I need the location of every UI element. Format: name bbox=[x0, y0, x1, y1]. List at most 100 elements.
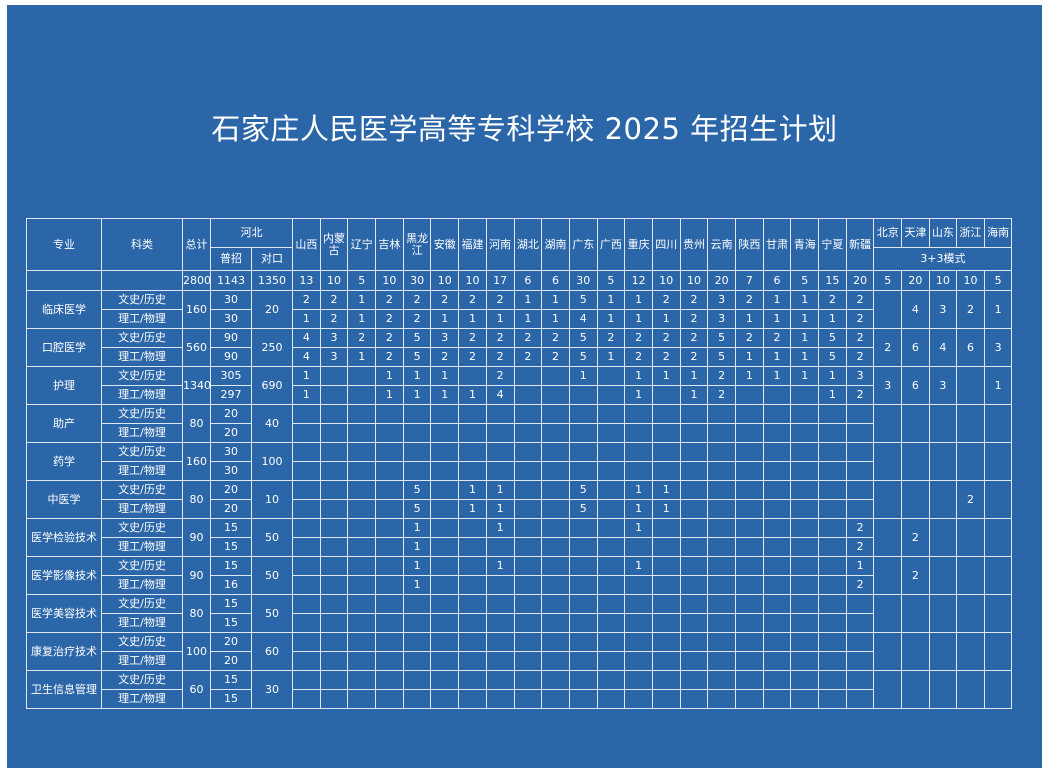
province-cell bbox=[762, 518, 792, 538]
province-total: 30 bbox=[568, 270, 598, 291]
province-33-cell bbox=[956, 518, 985, 557]
table-row: 临床医学 文史/历史 160 30 20 2 2 1 2 2 2 2 2 1 1 5 1 1 2 2 3 2 1 1 2 2 4 3 2… bbox=[26, 290, 1013, 329]
hebei-general-cell: 15 bbox=[210, 518, 252, 538]
province-cell bbox=[319, 423, 349, 443]
province-cell bbox=[485, 575, 515, 595]
province-cell bbox=[624, 442, 653, 462]
province-cell bbox=[707, 404, 736, 424]
province-cell bbox=[319, 499, 349, 519]
province-cell: 5 bbox=[568, 499, 598, 519]
province-33-cell: 4 bbox=[928, 328, 958, 367]
province-cell bbox=[735, 651, 764, 671]
hebei-general-cell: 15 bbox=[210, 613, 252, 633]
hebei-counterpart-cell: 250 bbox=[251, 328, 293, 367]
province-cell bbox=[430, 423, 460, 443]
province-header: 山西 bbox=[292, 218, 321, 271]
province-33-cell bbox=[873, 632, 903, 671]
hebei-counterpart-total: 1350 bbox=[251, 270, 293, 291]
hebei-general-cell: 15 bbox=[210, 689, 252, 709]
province-cell bbox=[513, 537, 543, 557]
province-cell bbox=[596, 575, 626, 595]
table-row: 医学检验技术 文史/历史 90 15 50 1 1 1 2 2 bbox=[26, 518, 1013, 557]
province-cell bbox=[707, 480, 736, 500]
province-cell: 1 bbox=[596, 309, 626, 329]
province-cell: 1 bbox=[624, 556, 653, 576]
table-row: 理工/物理 20 bbox=[27, 423, 1012, 443]
province-cell bbox=[679, 689, 709, 709]
province-cell bbox=[679, 613, 709, 633]
province-cell bbox=[541, 575, 570, 595]
province-cell bbox=[679, 632, 709, 652]
province-cell: 1 bbox=[485, 499, 515, 519]
province-total: 17 bbox=[485, 270, 515, 291]
province-cell bbox=[707, 499, 736, 519]
province-cell bbox=[292, 518, 321, 538]
province-cell bbox=[292, 689, 321, 709]
province-cell bbox=[707, 461, 736, 481]
province-cell bbox=[458, 613, 487, 633]
province-cell bbox=[513, 632, 543, 652]
province-cell: 2 bbox=[485, 328, 515, 348]
province-cell: 2 bbox=[513, 328, 543, 348]
province-cell bbox=[375, 537, 404, 557]
province-cell bbox=[513, 404, 543, 424]
province-cell bbox=[319, 556, 349, 576]
province-cell bbox=[402, 461, 432, 481]
province-cell: 2 bbox=[624, 328, 653, 348]
table-row: 理工/物理 30 bbox=[27, 461, 1012, 481]
table-row: 理工/物理 90 4 3 1 2 5 2 2 2 2 2 5 1 2 2 2 5 1 1 1 5 2 bbox=[27, 347, 1012, 367]
province-cell: 2 bbox=[735, 290, 764, 310]
province-33-header: 海南 bbox=[983, 218, 1013, 248]
province-cell: 1 bbox=[458, 480, 487, 500]
province-cell bbox=[375, 575, 404, 595]
province-cell bbox=[845, 480, 875, 500]
province-cell bbox=[513, 689, 543, 709]
province-total: 7 bbox=[735, 270, 764, 291]
province-33-cell: 2 bbox=[901, 556, 930, 595]
province-cell: 1 bbox=[735, 309, 764, 329]
province-cell: 1 bbox=[679, 385, 709, 405]
hebei-counterpart-cell: 20 bbox=[251, 290, 293, 329]
province-cell bbox=[458, 404, 487, 424]
province-cell: 1 bbox=[735, 366, 764, 386]
province-cell bbox=[707, 537, 736, 557]
province-cell bbox=[292, 461, 321, 481]
major-name: 康复治疗技术 bbox=[26, 632, 102, 671]
province-cell bbox=[292, 556, 321, 576]
hebei-counterpart-cell: 60 bbox=[251, 632, 293, 671]
province-33-header: 北京 bbox=[873, 218, 903, 248]
major-total: 160 bbox=[182, 442, 211, 481]
province-cell bbox=[541, 518, 570, 538]
province-cell bbox=[430, 689, 460, 709]
province-cell bbox=[596, 385, 626, 405]
province-cell: 1 bbox=[818, 366, 847, 386]
province-cell bbox=[651, 385, 681, 405]
province-cell bbox=[679, 461, 709, 481]
province-33-cell bbox=[956, 594, 985, 633]
province-cell: 4 bbox=[292, 347, 321, 367]
province-cell: 1 bbox=[651, 480, 681, 500]
province-33-total: 5 bbox=[983, 270, 1013, 291]
major-name: 卫生信息管理 bbox=[26, 670, 102, 709]
province-33-cell: 2 bbox=[956, 480, 985, 519]
province-cell bbox=[735, 670, 764, 690]
province-cell bbox=[292, 632, 321, 652]
province-cell bbox=[319, 537, 349, 557]
province-cell bbox=[513, 499, 543, 519]
province-cell: 1 bbox=[458, 499, 487, 519]
subject-cell: 理工/物理 bbox=[101, 537, 183, 557]
province-cell bbox=[818, 423, 847, 443]
province-cell bbox=[458, 670, 487, 690]
province-33-cell bbox=[928, 518, 958, 557]
province-cell bbox=[430, 613, 460, 633]
province-cell: 1 bbox=[430, 366, 460, 386]
province-cell: 3 bbox=[319, 328, 349, 348]
province-cell bbox=[624, 613, 653, 633]
province-cell bbox=[347, 670, 377, 690]
province-cell: 5 bbox=[707, 347, 736, 367]
hebei-general-cell: 20 bbox=[210, 651, 252, 671]
hebei-counterpart-cell: 50 bbox=[251, 518, 293, 557]
province-cell: 1 bbox=[292, 366, 321, 386]
province-cell bbox=[762, 613, 792, 633]
province-cell bbox=[762, 499, 792, 519]
